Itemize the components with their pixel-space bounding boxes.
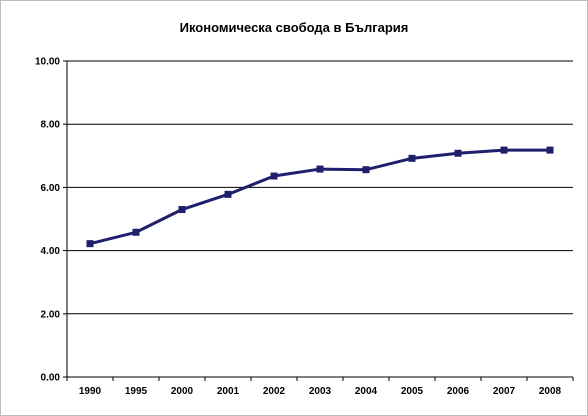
data-point-marker <box>86 240 94 248</box>
data-point-marker <box>224 190 232 198</box>
y-tick-label: 4.00 <box>41 246 61 257</box>
x-tick-label: 2008 <box>539 386 562 397</box>
x-tick-label: 2006 <box>447 386 470 397</box>
x-tick-label: 2001 <box>217 386 240 397</box>
x-tick-label: 2007 <box>493 386 516 397</box>
x-tick-label: 1990 <box>79 386 102 397</box>
data-point-marker <box>362 166 370 174</box>
x-tick-label: 2003 <box>309 386 332 397</box>
x-tick-label: 2004 <box>355 386 378 397</box>
series-layer <box>86 146 554 248</box>
y-tick-label: 6.00 <box>41 183 61 194</box>
y-tick-label: 0.00 <box>41 373 61 384</box>
data-point-marker <box>454 149 462 157</box>
data-point-marker <box>408 154 416 162</box>
data-point-marker <box>500 146 508 154</box>
data-point-marker <box>178 206 186 214</box>
y-tick-label: 8.00 <box>41 120 61 131</box>
chart-title: Икономическа свобода в България <box>179 20 409 35</box>
gridlines <box>67 60 573 315</box>
y-tick-label: 10.00 <box>35 57 60 68</box>
data-point-marker <box>132 228 140 236</box>
x-tick-label: 1995 <box>125 386 148 397</box>
x-tick-label: 2000 <box>171 386 194 397</box>
x-tick-label: 2005 <box>401 386 424 397</box>
axes <box>63 60 574 381</box>
data-point-marker <box>270 172 278 180</box>
x-tick-label: 2002 <box>263 386 286 397</box>
y-tick-label: 2.00 <box>41 309 61 320</box>
data-point-marker <box>546 146 554 154</box>
data-point-marker <box>316 165 324 173</box>
series-line <box>89 148 550 246</box>
tick-labels: 0.00 2.00 4.00 6.00 8.00 10.00 1990 1995 2000 200… <box>35 57 562 398</box>
